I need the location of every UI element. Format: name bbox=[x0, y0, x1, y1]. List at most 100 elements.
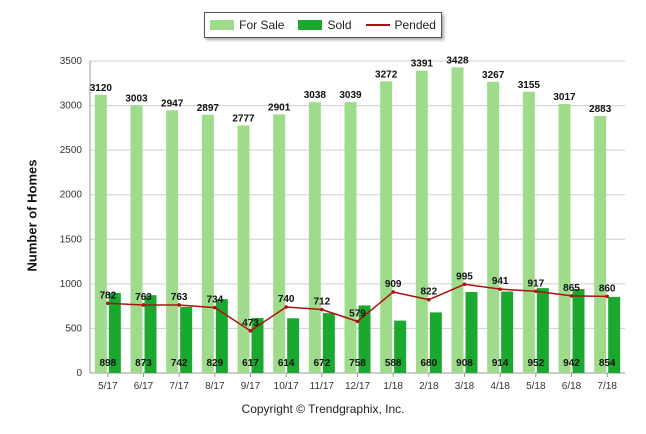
data-label-pended: 734 bbox=[206, 295, 223, 306]
point-pended bbox=[355, 319, 360, 324]
y-tick-label: 0 bbox=[76, 368, 82, 379]
data-label-for-sale: 3391 bbox=[411, 59, 434, 70]
data-label-for-sale: 2901 bbox=[268, 102, 291, 113]
x-tick-label: 6/18 bbox=[562, 381, 582, 392]
data-label-pended: 941 bbox=[492, 276, 509, 287]
bar-for-sale bbox=[558, 104, 571, 373]
bar-for-sale bbox=[344, 102, 357, 374]
data-label-for-sale: 3017 bbox=[553, 92, 576, 103]
data-label-pended: 740 bbox=[278, 294, 295, 305]
x-tick-label: 7/17 bbox=[169, 381, 189, 392]
bar-for-sale bbox=[166, 110, 179, 374]
bar-sold bbox=[144, 295, 157, 373]
x-tick-label: 9/17 bbox=[241, 381, 261, 392]
data-label-pended: 473 bbox=[242, 318, 259, 329]
y-tick-label: 500 bbox=[65, 323, 82, 334]
point-pended bbox=[569, 294, 574, 298]
y-tick-label: 1500 bbox=[60, 234, 83, 245]
point-pended bbox=[534, 289, 538, 294]
data-label-sold: 758 bbox=[349, 358, 366, 369]
data-label-sold: 680 bbox=[420, 358, 437, 369]
point-pended bbox=[427, 297, 431, 302]
data-label-for-sale: 3038 bbox=[304, 90, 327, 101]
bar-for-sale bbox=[201, 114, 214, 373]
bar-sold bbox=[465, 292, 478, 373]
data-label-pended: 782 bbox=[99, 290, 116, 301]
data-label-for-sale: 2947 bbox=[161, 98, 184, 109]
x-tick-label: 10/17 bbox=[274, 381, 299, 392]
bar-for-sale bbox=[415, 70, 428, 374]
data-label-sold: 672 bbox=[313, 358, 330, 369]
point-pended bbox=[320, 307, 324, 312]
bar-for-sale bbox=[451, 67, 464, 374]
data-label-pended: 822 bbox=[420, 287, 437, 298]
data-label-sold: 914 bbox=[492, 358, 509, 369]
data-label-pended: 860 bbox=[599, 283, 616, 294]
data-label-pended: 909 bbox=[385, 279, 402, 290]
bar-for-sale bbox=[273, 114, 286, 373]
x-tick-label: 7/18 bbox=[597, 381, 617, 392]
bar-sold bbox=[429, 312, 442, 373]
x-tick-label: 1/18 bbox=[383, 381, 403, 392]
data-label-sold: 588 bbox=[385, 358, 402, 369]
point-pended bbox=[498, 287, 502, 291]
bar-for-sale bbox=[308, 102, 321, 374]
data-label-sold: 742 bbox=[171, 358, 188, 369]
x-tick-label: 5/17 bbox=[98, 381, 118, 392]
data-label-sold: 898 bbox=[99, 358, 116, 369]
legend-label-pended: Pended bbox=[394, 18, 436, 32]
data-label-pended: 995 bbox=[456, 271, 473, 282]
x-tick-label: 5/18 bbox=[526, 381, 546, 392]
legend-item-sold: Sold bbox=[298, 18, 352, 32]
legend-swatch-sold bbox=[298, 20, 323, 30]
data-label-for-sale: 3155 bbox=[518, 80, 541, 91]
bar-for-sale bbox=[94, 94, 107, 374]
x-tick-label: 2/18 bbox=[419, 381, 439, 392]
point-pended bbox=[141, 303, 146, 307]
data-label-sold: 952 bbox=[527, 358, 544, 369]
y-tick-label: 1000 bbox=[60, 279, 83, 290]
data-label-sold: 942 bbox=[563, 358, 580, 369]
bar-for-sale bbox=[130, 105, 143, 373]
data-label-pended: 763 bbox=[171, 292, 188, 303]
data-label-for-sale: 2883 bbox=[589, 104, 612, 115]
bar-sold bbox=[287, 318, 300, 373]
bar-for-sale bbox=[380, 81, 393, 373]
x-tick-label: 4/18 bbox=[490, 381, 510, 392]
y-tick-label: 2000 bbox=[60, 190, 83, 201]
data-label-for-sale: 3003 bbox=[125, 93, 148, 104]
data-label-for-sale: 2777 bbox=[232, 113, 255, 124]
y-tick-label: 2500 bbox=[60, 145, 83, 156]
bar-sold bbox=[322, 313, 335, 373]
point-pended bbox=[106, 301, 110, 306]
x-tick-label: 11/17 bbox=[310, 381, 335, 392]
data-label-for-sale: 2897 bbox=[197, 103, 220, 114]
legend-item-pended: Pended bbox=[365, 18, 436, 32]
x-tick-label: 3/18 bbox=[455, 381, 475, 392]
data-label-pended: 917 bbox=[527, 278, 544, 289]
data-label-pended: 712 bbox=[313, 297, 330, 308]
bar-sold bbox=[180, 306, 193, 373]
bar-sold bbox=[108, 292, 121, 373]
data-label-for-sale: 3428 bbox=[446, 55, 469, 66]
point-pended bbox=[462, 282, 467, 287]
legend-item-for-sale: For Sale bbox=[210, 18, 284, 32]
data-label-for-sale: 3267 bbox=[482, 70, 505, 81]
bar-sold bbox=[358, 305, 371, 373]
data-label-for-sale: 3039 bbox=[339, 90, 362, 101]
data-label-sold: 617 bbox=[242, 358, 259, 369]
bar-for-sale bbox=[594, 116, 607, 373]
data-label-pended: 865 bbox=[563, 283, 580, 294]
bar-sold bbox=[394, 320, 407, 373]
point-pended bbox=[391, 290, 395, 294]
copyright-footer: Copyright © Trendgraphix, Inc. bbox=[241, 402, 405, 416]
data-label-sold: 908 bbox=[456, 358, 473, 369]
legend-label-for-sale: For Sale bbox=[239, 18, 285, 32]
legend-swatch-pended bbox=[365, 24, 390, 26]
x-tick-label: 6/17 bbox=[134, 381, 154, 392]
data-label-for-sale: 3120 bbox=[90, 83, 113, 94]
bar-sold bbox=[251, 317, 264, 373]
point-pended bbox=[213, 305, 217, 310]
bar-sold bbox=[608, 296, 621, 373]
